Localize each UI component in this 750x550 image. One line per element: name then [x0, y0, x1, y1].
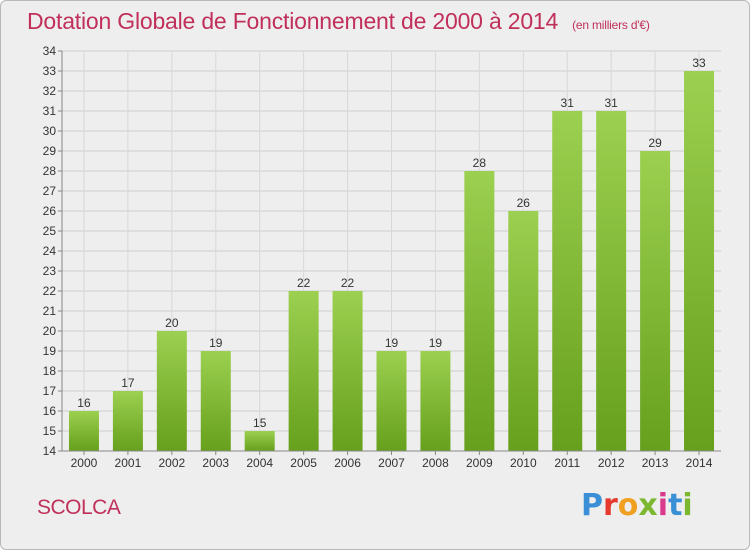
- logo-letter: i: [682, 488, 693, 523]
- bar-2004[interactable]: [244, 431, 275, 451]
- chart-unit: (en milliers d'€): [572, 18, 650, 32]
- y-tick-label: 21: [43, 304, 57, 318]
- commune-name: SCOLCA: [37, 496, 121, 519]
- y-tick-label: 15: [43, 424, 57, 438]
- y-tick-label: 19: [43, 344, 57, 358]
- y-tick-label: 25: [43, 224, 57, 238]
- x-tick-label: 2009: [466, 456, 493, 470]
- logo-letter: P: [581, 488, 603, 523]
- logo-letter: o: [617, 488, 639, 523]
- x-tick-label: 2007: [378, 456, 405, 470]
- y-tick-label: 28: [43, 164, 57, 178]
- x-tick-label: 2003: [202, 456, 229, 470]
- x-tick-label: 2006: [334, 456, 361, 470]
- x-tick-label: 2011: [554, 456, 580, 470]
- bar-2000[interactable]: [68, 411, 99, 451]
- y-tick-label: 23: [43, 264, 57, 278]
- bar-value-label: 22: [297, 276, 311, 290]
- bar-2007[interactable]: [376, 351, 407, 451]
- bar-2013[interactable]: [640, 151, 671, 451]
- bar-value-label: 22: [341, 276, 355, 290]
- x-tick-label: 2014: [686, 456, 713, 470]
- y-tick-label: 26: [43, 204, 57, 218]
- chart-title: Dotation Globale de Fonctionnement de 20…: [27, 8, 650, 35]
- bar-value-label: 19: [385, 336, 399, 350]
- proxiti-logo[interactable]: Proxiti: [581, 488, 693, 523]
- x-tick-label: 2008: [422, 456, 449, 470]
- bars: 16 17 20 19 15 22 22 19 19 28 26 31 31 29 33: [68, 56, 715, 451]
- bar-2005[interactable]: [288, 291, 319, 451]
- bar-2012[interactable]: [596, 111, 627, 451]
- bar-2014[interactable]: [684, 71, 715, 451]
- bar-value-label: 20: [165, 316, 179, 330]
- bar-2002[interactable]: [156, 331, 187, 451]
- y-tick-label: 32: [43, 84, 57, 98]
- y-tick-label: 14: [43, 444, 57, 458]
- logo-letter: i: [657, 488, 669, 523]
- y-tick-label: 16: [43, 404, 57, 418]
- x-tick-label: 2013: [642, 456, 669, 470]
- bar-value-label: 17: [121, 376, 135, 390]
- bar-2010[interactable]: [508, 211, 539, 451]
- bar-2006[interactable]: [332, 291, 363, 451]
- bar-value-label: 19: [429, 336, 443, 350]
- y-tick-label: 17: [43, 384, 57, 398]
- y-tick-label: 29: [43, 144, 57, 158]
- bar-2009[interactable]: [464, 171, 495, 451]
- x-tick-label: 2012: [598, 456, 625, 470]
- x-tick-label: 2000: [71, 456, 98, 470]
- x-tick-label: 2005: [290, 456, 317, 470]
- bar-value-label: 33: [692, 56, 706, 70]
- bar-value-label: 28: [473, 156, 487, 170]
- y-tick-label: 34: [43, 44, 57, 58]
- bar-value-label: 19: [209, 336, 223, 350]
- bar-2008[interactable]: [420, 351, 451, 451]
- x-tick-label: 2004: [246, 456, 273, 470]
- y-tick-label: 22: [43, 284, 57, 298]
- x-tick-label: 2002: [158, 456, 185, 470]
- x-tick-label: 2010: [510, 456, 537, 470]
- y-tick-label: 18: [43, 364, 57, 378]
- bar-2001[interactable]: [112, 391, 143, 451]
- bar-2003[interactable]: [200, 351, 231, 451]
- chart-title-text: Dotation Globale de Fonctionnement de 20…: [27, 8, 559, 34]
- bar-value-label: 15: [253, 416, 267, 430]
- y-tick-label: 20: [43, 324, 57, 338]
- logo-letter: t: [668, 488, 683, 523]
- y-tick-label: 24: [43, 244, 57, 258]
- bar-value-label: 26: [517, 196, 531, 210]
- y-tick-label: 33: [43, 64, 57, 78]
- axes: 14 15 16 17 18 19 20 21 22 23 24 25 26 27 28 29 30 31 32 33…: [43, 44, 721, 470]
- y-tick-label: 27: [43, 184, 57, 198]
- bar-value-label: 16: [77, 396, 91, 410]
- logo-letter: r: [603, 488, 618, 523]
- logo-letter: x: [638, 488, 658, 523]
- bar-value-label: 29: [648, 136, 662, 150]
- bar-2011[interactable]: [552, 111, 583, 451]
- y-tick-label: 30: [43, 124, 57, 138]
- x-tick-label: 2001: [115, 456, 142, 470]
- y-tick-label: 31: [43, 104, 57, 118]
- bar-value-label: 31: [561, 96, 575, 110]
- bar-value-label: 31: [604, 96, 618, 110]
